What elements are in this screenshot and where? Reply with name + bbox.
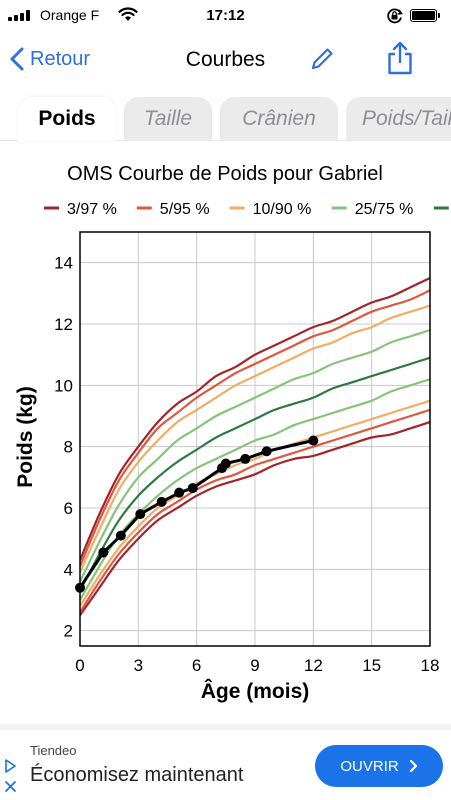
legend-label: 3/97 % [67,201,117,218]
ad-banner[interactable]: Tiendeo Économisez maintenant OUVRIR [0,730,451,800]
y-tick-label: 14 [54,254,73,273]
percentile-curve [80,408,430,613]
ad-choices-icon[interactable] [4,758,18,798]
share-icon[interactable] [386,40,414,76]
measurement-point[interactable] [98,547,109,558]
page-title: Courbes [185,48,266,71]
ad-open-button[interactable]: OUVRIR [315,745,443,787]
back-button[interactable]: Retour [10,44,90,74]
chevron-left-icon [10,47,24,71]
ad-source: Tiendeo [30,743,77,758]
x-tick-label: 6 [192,656,201,675]
plot-frame [79,231,431,647]
percentile-curve [80,304,430,573]
percentile-curve [80,329,430,583]
measurement-point[interactable] [174,487,185,498]
percentile-curve [80,356,430,592]
measurement-point[interactable] [115,530,126,541]
x-axis-label: Âge (mois) [201,679,310,703]
pencil-icon[interactable] [309,46,335,72]
clock: 17:12 [206,7,245,24]
chevron-right-icon [409,759,417,773]
y-tick-label: 10 [54,376,73,395]
orientation-lock-icon [387,8,403,24]
percentile-curve [80,277,430,561]
y-tick-label: 8 [64,438,73,457]
percentile-curve [80,289,430,567]
battery-icon [410,9,440,22]
signal-icon [8,10,34,21]
legend-label: 5/95 % [160,201,210,218]
x-tick-label: 12 [304,656,323,675]
tab-bar: Poids Taille Crânien Poids/Taille [0,97,451,141]
measurement-point[interactable] [240,453,251,464]
status-bar: Orange F 17:12 [0,0,451,32]
percentile-curve [80,399,430,607]
wifi-icon [118,7,138,21]
ad-headline: Économisez maintenant [30,764,244,786]
measurement-point[interactable] [135,509,146,520]
tab-poids-taille[interactable]: Poids/Taille [346,97,451,141]
ad-divider [0,724,451,730]
percentile-curve [80,421,430,616]
tab-cranien[interactable]: Crânien [220,97,338,141]
measurement-point[interactable] [75,582,85,593]
measurement-point[interactable] [308,435,319,446]
y-tick-label: 4 [64,560,73,579]
chart-plot-area: 0 3 6 9 12 15 18 2 4 6 8 10 12 14 [54,231,440,675]
legend-label: 25/75 % [355,201,414,218]
measurement-point[interactable] [156,496,167,507]
y-tick-label: 2 [64,622,73,641]
chart-legend: 3/97 % 5/95 % 10/90 % 25/75 % [44,201,449,218]
measurement-point[interactable] [187,483,198,494]
legend-label: 10/90 % [253,201,312,218]
measurement-point[interactable] [261,446,272,457]
y-tick-label: 12 [54,315,73,334]
x-tick-label: 18 [421,656,440,675]
back-button-label: Retour [30,47,91,70]
measurement-point[interactable] [220,458,231,469]
x-tick-label: 0 [75,656,84,675]
weight-chart: OMS Courbe de Poids pour Gabriel 3/97 % 5… [14,163,449,703]
chart-title: OMS Courbe de Poids pour Gabriel [67,163,383,185]
x-tick-label: 9 [250,656,259,675]
x-tick-label: 15 [362,656,381,675]
y-axis-label: Poids (kg) [14,386,37,488]
x-tick-label: 3 [134,656,143,675]
tab-taille[interactable]: Taille [124,97,212,141]
tab-poids[interactable]: Poids [18,97,116,141]
y-tick-label: 6 [64,499,73,518]
carrier-name: Orange F [40,7,100,23]
ad-open-label: OUVRIR [340,757,399,775]
navigation-bar: Retour Courbes [0,32,451,88]
